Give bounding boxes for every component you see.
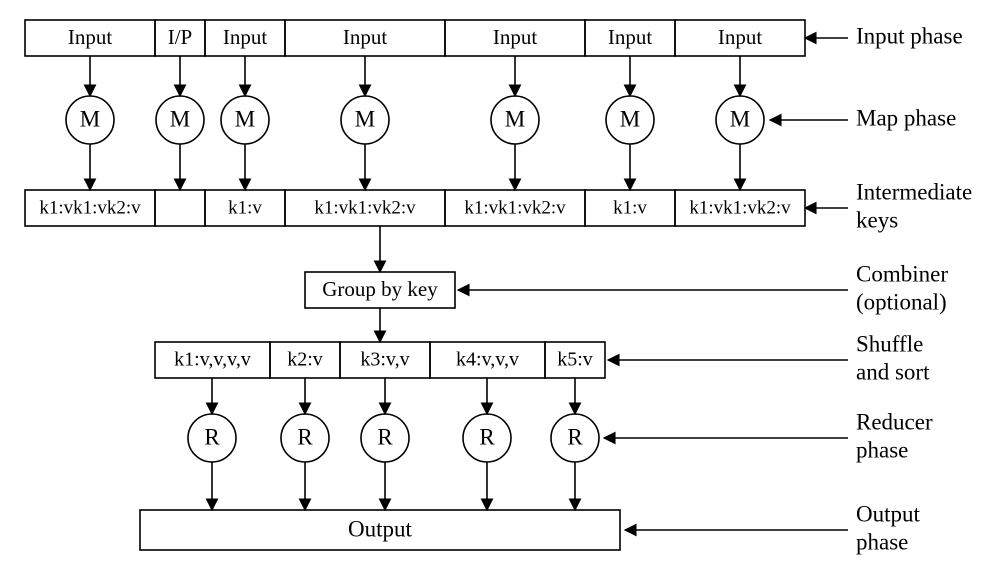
phase-label: Input phase xyxy=(856,23,963,48)
phase-label: Shuffle xyxy=(856,331,923,356)
phase-label: Map phase xyxy=(856,105,956,130)
intermediate-label: k1:v xyxy=(228,197,262,218)
reduce-label: R xyxy=(479,424,495,449)
input-label: Input xyxy=(493,25,537,49)
phase-label: phase xyxy=(856,529,908,554)
input-label: Input xyxy=(68,25,112,49)
phase-label: Output xyxy=(856,501,921,526)
map-label: M xyxy=(355,106,375,131)
shuffle-label: k5:v xyxy=(557,349,593,371)
output-label: Output xyxy=(348,516,413,541)
phase-label: keys xyxy=(856,207,898,232)
reduce-label: R xyxy=(204,424,220,449)
reduce-label: R xyxy=(567,424,583,449)
shuffle-label: k3:v,v xyxy=(360,349,409,371)
group-by-key-label: Group by key xyxy=(322,277,438,301)
map-label: M xyxy=(80,106,100,131)
shuffle-label: k4:v,v,v xyxy=(456,349,519,371)
input-label: Input xyxy=(343,25,387,49)
phase-label: Combiner xyxy=(856,261,948,286)
map-label: M xyxy=(730,106,750,131)
input-label: I/P xyxy=(168,25,193,49)
mapreduce-diagram: Input I/P Input Input Input Input Input M M M M M M M… xyxy=(0,0,1006,579)
input-label: Input xyxy=(223,25,267,49)
shuffle-label: k2:v xyxy=(287,349,323,371)
reduce-label: R xyxy=(377,424,393,449)
phase-label: and sort xyxy=(856,359,930,384)
intermediate-label: k1:vk1:vk2:v xyxy=(314,197,416,218)
input-label: Input xyxy=(718,25,762,49)
phase-label: phase xyxy=(856,437,908,462)
shuffle-label: k1:v,v,v,v xyxy=(174,349,251,371)
map-label: M xyxy=(505,106,525,131)
phase-label: Reducer xyxy=(856,409,933,434)
phase-label: Intermediate xyxy=(856,179,972,204)
map-label: M xyxy=(170,106,190,131)
reduce-label: R xyxy=(297,424,313,449)
intermediate-box xyxy=(155,190,205,226)
intermediate-label: k1:vk1:vk2:v xyxy=(464,197,566,218)
phase-label: (optional) xyxy=(856,289,947,314)
intermediate-label: k1:vk1:vk2:v xyxy=(689,197,791,218)
map-label: M xyxy=(235,106,255,131)
intermediate-label: k1:v xyxy=(613,197,647,218)
input-label: Input xyxy=(608,25,652,49)
map-label: M xyxy=(620,106,640,131)
intermediate-label: k1:vk1:vk2:v xyxy=(39,197,141,218)
